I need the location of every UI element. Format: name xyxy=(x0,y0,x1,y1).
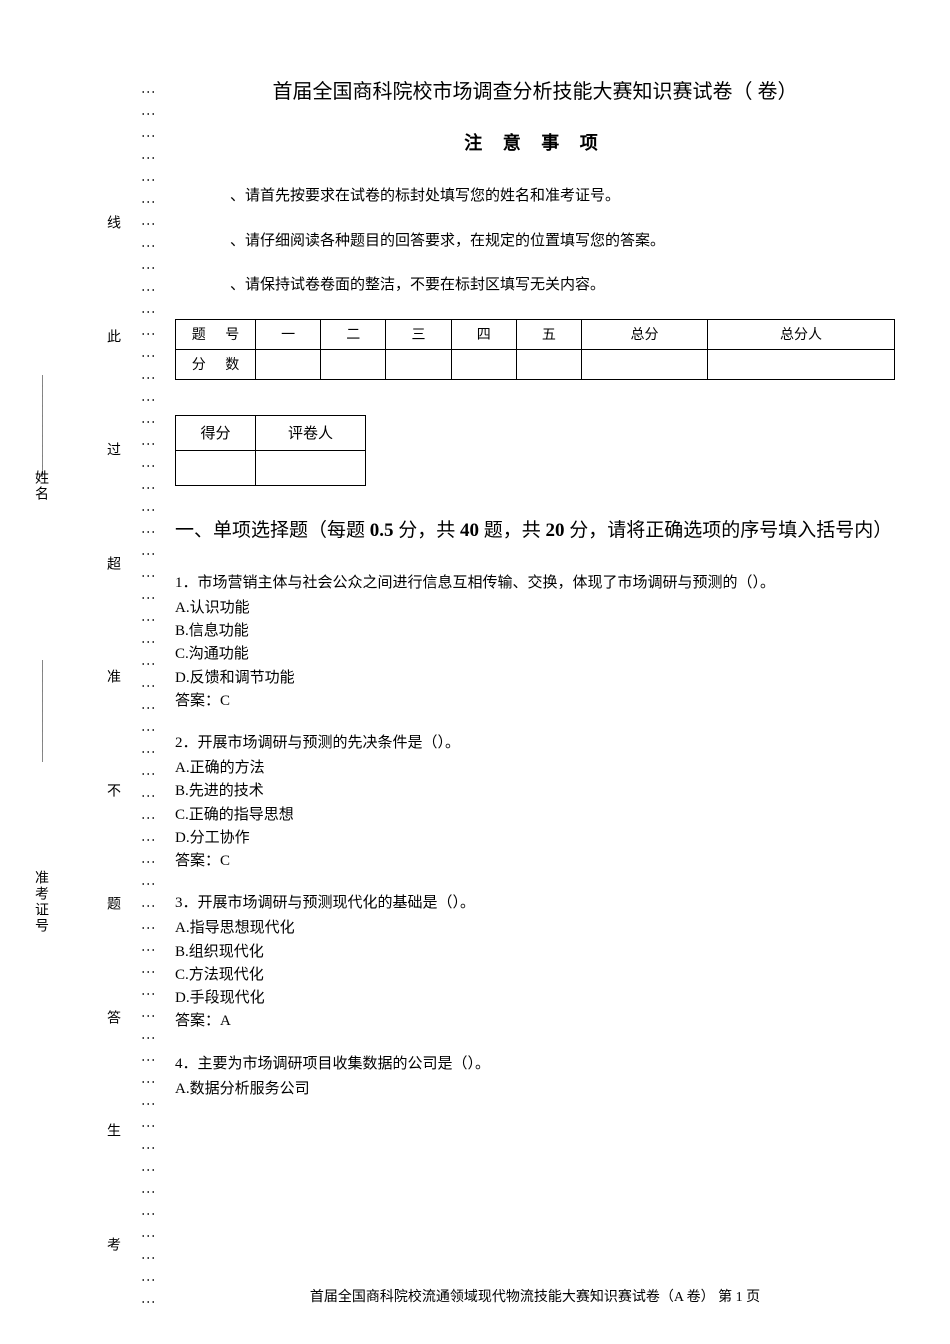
option-d: D.手段现代化 xyxy=(175,987,895,1010)
name-label: 姓名 xyxy=(30,470,50,502)
fold-char: 线 xyxy=(105,215,119,229)
fold-char: 超 xyxy=(105,556,119,570)
score-cell xyxy=(708,349,895,379)
score-summary-table: 题 号 一 二 三 四 五 总分 总分人 分 数 xyxy=(175,319,895,380)
col-header: 二 xyxy=(321,319,386,349)
fold-char: 题 xyxy=(105,896,119,910)
grade-cell xyxy=(176,450,256,485)
fold-char: 不 xyxy=(105,783,119,797)
question-text: 1．市场营销主体与社会公众之间进行信息互相传输、交换，体现了市场调研与预测的（）… xyxy=(175,571,895,595)
question-block: 2．开展市场调研与预测的先决条件是（）。 A.正确的方法 B.先进的技术 C.正… xyxy=(175,731,895,873)
fold-char: 此 xyxy=(105,329,119,343)
question-text: 3．开展市场调研与预测现代化的基础是（）。 xyxy=(175,891,895,915)
option-a: A.指导思想现代化 xyxy=(175,917,895,940)
fold-char: 准 xyxy=(105,669,119,683)
score-cell xyxy=(516,349,581,379)
option-c: C.沟通功能 xyxy=(175,643,895,666)
col-header: 总分人 xyxy=(708,319,895,349)
option-c: C.正确的指导思想 xyxy=(175,804,895,827)
fold-char: 过 xyxy=(105,442,119,456)
id-underline: ＿＿＿＿＿＿＿＿＿＿ xyxy=(40,660,57,760)
option-a: A.数据分析服务公司 xyxy=(175,1078,895,1101)
table-row xyxy=(176,450,366,485)
score-cell xyxy=(256,349,321,379)
id-label: 准考证号 xyxy=(30,870,50,934)
exam-title: 首届全国商科院校市场调查分析技能大赛知识赛试卷（ 卷） xyxy=(175,75,895,104)
col-header: 总分 xyxy=(582,319,708,349)
option-d: D.分工协作 xyxy=(175,827,895,850)
score-cell xyxy=(451,349,516,379)
option-b: B.先进的技术 xyxy=(175,780,895,803)
question-block: 1．市场营销主体与社会公众之间进行信息互相传输、交换，体现了市场调研与预测的（）… xyxy=(175,571,895,713)
option-a: A.认识功能 xyxy=(175,597,895,620)
grader-header: 评卷人 xyxy=(256,415,366,450)
col-header: 五 xyxy=(516,319,581,349)
instruction-1: 、请首先按要求在试卷的标封处填写您的姓名和准考证号。 xyxy=(230,185,895,208)
fold-char: 答 xyxy=(105,1010,119,1024)
page-footer: 首届全国商科院校流通领域现代物流技能大赛知识赛试卷（A 卷） 第 1 页 xyxy=(175,1286,895,1306)
table-row: 分 数 xyxy=(176,349,895,379)
name-underline: ＿＿＿＿＿＿＿＿＿＿ xyxy=(40,375,57,475)
table-row: 得分 评卷人 xyxy=(176,415,366,450)
fold-line-text: 线 此 过 超 准 不 题 答 生 考 xyxy=(105,85,119,1299)
option-c: C.方法现代化 xyxy=(175,964,895,987)
col-header: 一 xyxy=(256,319,321,349)
question-text: 4．主要为市场调研项目收集数据的公司是（）。 xyxy=(175,1052,895,1076)
answer-text: 答案：A xyxy=(175,1010,895,1033)
question-block: 4．主要为市场调研项目收集数据的公司是（）。 A.数据分析服务公司 xyxy=(175,1052,895,1101)
option-b: B.组织现代化 xyxy=(175,941,895,964)
grader-cell xyxy=(256,450,366,485)
section-1-heading: 一、单项选择题（每题 0.5 分，共 40 题，共 20 分，请将正确选项的序号… xyxy=(175,516,895,546)
instruction-2: 、请仔细阅读各种题目的回答要求，在规定的位置填写您的答案。 xyxy=(230,230,895,253)
question-block: 3．开展市场调研与预测现代化的基础是（）。 A.指导思想现代化 B.组织现代化 … xyxy=(175,891,895,1033)
score-cell xyxy=(386,349,451,379)
instruction-3: 、请保持试卷卷面的整洁，不要在标封区填写无关内容。 xyxy=(230,274,895,297)
option-b: B.信息功能 xyxy=(175,620,895,643)
option-a: A.正确的方法 xyxy=(175,757,895,780)
row-label: 题 号 xyxy=(176,319,256,349)
question-text: 2．开展市场调研与预测的先决条件是（）。 xyxy=(175,731,895,755)
grade-header: 得分 xyxy=(176,415,256,450)
option-d: D.反馈和调节功能 xyxy=(175,667,895,690)
table-row: 题 号 一 二 三 四 五 总分 总分人 xyxy=(176,319,895,349)
notice-heading: 注 意 事 项 xyxy=(175,129,895,155)
main-content: 首届全国商科院校市场调查分析技能大赛知识赛试卷（ 卷） 注 意 事 项 、请首先… xyxy=(175,0,895,1101)
fold-char: 生 xyxy=(105,1123,119,1137)
col-header: 四 xyxy=(451,319,516,349)
answer-text: 答案：C xyxy=(175,690,895,713)
answer-text: 答案：C xyxy=(175,850,895,873)
score-cell xyxy=(582,349,708,379)
row-label: 分 数 xyxy=(176,349,256,379)
fold-dotted-line: ⋮⋮⋮⋮⋮⋮⋮⋮⋮⋮⋮⋮⋮⋮⋮⋮⋮⋮⋮⋮⋮⋮⋮⋮⋮⋮⋮⋮⋮⋮⋮⋮⋮⋮⋮⋮⋮⋮⋮⋮… xyxy=(140,85,154,1317)
grader-table: 得分 评卷人 xyxy=(175,415,366,486)
fold-char: 考 xyxy=(105,1237,119,1251)
col-header: 三 xyxy=(386,319,451,349)
binding-margin: ＿＿＿＿＿＿＿＿＿＿ 姓名 ＿＿＿＿＿＿＿＿＿＿ 准考证号 线 此 过 超 准 … xyxy=(0,0,175,1344)
score-cell xyxy=(321,349,386,379)
